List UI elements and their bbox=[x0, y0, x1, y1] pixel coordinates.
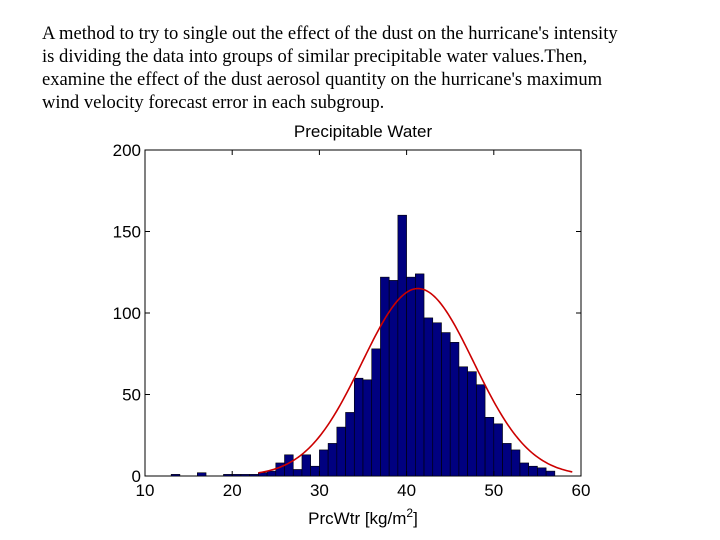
chart-title: Precipitable Water bbox=[294, 122, 433, 141]
histogram-bar-35 bbox=[510, 449, 521, 477]
histogram-bar-4 bbox=[240, 474, 250, 477]
y-tick-label-150: 150 bbox=[113, 223, 141, 242]
x-axis-label-superscript: 2 bbox=[406, 506, 413, 520]
histogram-bar-2 bbox=[223, 474, 233, 477]
histogram-bar-30 bbox=[467, 371, 477, 477]
histogram-bar-25 bbox=[423, 317, 434, 477]
histogram-bar-15 bbox=[336, 426, 346, 477]
histogram-bar-5 bbox=[249, 474, 259, 477]
histogram-bar-7 bbox=[266, 470, 277, 477]
histogram-bar-12 bbox=[310, 465, 320, 477]
histogram-bar-8 bbox=[275, 462, 285, 477]
y-tick-label-50: 50 bbox=[122, 386, 141, 405]
intro-line-1: A method to try to single out the effect… bbox=[42, 23, 618, 44]
histogram-bar-3 bbox=[231, 474, 242, 477]
histogram-bar-13 bbox=[319, 449, 329, 477]
histogram-bar-39 bbox=[545, 470, 556, 477]
x-tick-label-50: 50 bbox=[484, 481, 503, 500]
intro-line-3: examine the effect of the dust aerosol q… bbox=[42, 69, 603, 90]
intro-paragraph: A method to try to single out the effect… bbox=[42, 22, 682, 114]
histogram-bar-11 bbox=[301, 454, 311, 477]
histogram-bar-27 bbox=[441, 332, 451, 477]
histogram-bar-17 bbox=[353, 377, 364, 477]
histogram-bars bbox=[170, 214, 556, 477]
x-axis-label: PrcWtr [kg/m2] bbox=[308, 506, 418, 528]
histogram-bar-34 bbox=[502, 443, 512, 477]
x-tick-label-40: 40 bbox=[397, 481, 416, 500]
y-tick-label-200: 200 bbox=[113, 141, 141, 160]
histogram-bar-16 bbox=[345, 412, 355, 477]
histogram-bar-38 bbox=[537, 467, 547, 477]
x-tick-label-60: 60 bbox=[572, 481, 591, 500]
histogram-bar-29 bbox=[458, 366, 468, 477]
x-axis-label-end: ] bbox=[413, 509, 418, 528]
histogram-bar-18 bbox=[362, 379, 373, 477]
histogram-bar-26 bbox=[432, 322, 442, 477]
histogram-bar-1 bbox=[197, 472, 207, 477]
x-tick-label-20: 20 bbox=[223, 481, 242, 500]
histogram-bar-23 bbox=[406, 276, 416, 477]
x-tick-label-10: 10 bbox=[136, 481, 155, 500]
x-tick-label-30: 30 bbox=[310, 481, 329, 500]
histogram-bar-20 bbox=[380, 276, 390, 477]
x-axis-ticks: 10 20 30 40 50 60 bbox=[136, 150, 591, 500]
histogram-bar-33 bbox=[493, 423, 503, 477]
histogram-bar-24 bbox=[415, 273, 425, 477]
histogram-bar-32 bbox=[484, 417, 495, 477]
histogram-bar-36 bbox=[519, 462, 529, 477]
histogram-bar-14 bbox=[327, 443, 338, 477]
histogram-bar-37 bbox=[528, 465, 538, 477]
y-tick-label-100: 100 bbox=[113, 304, 141, 323]
histogram-bar-22 bbox=[397, 214, 407, 477]
histogram-bar-0 bbox=[170, 474, 181, 477]
histogram-bar-28 bbox=[449, 342, 460, 477]
histogram-bar-31 bbox=[476, 384, 486, 477]
intro-line-4: wind velocity forecast error in each sub… bbox=[42, 92, 385, 113]
normal-fit-curve bbox=[258, 287, 573, 474]
y-tick-label-0: 0 bbox=[132, 467, 141, 486]
histogram-bar-10 bbox=[292, 469, 303, 477]
intro-line-2: is dividing the data into groups of simi… bbox=[42, 46, 588, 67]
histogram-bar-19 bbox=[371, 348, 381, 477]
x-axis-label-main: PrcWtr [kg/m bbox=[308, 509, 406, 528]
y-axis-ticks: 0 50 100 150 200 bbox=[113, 141, 581, 486]
